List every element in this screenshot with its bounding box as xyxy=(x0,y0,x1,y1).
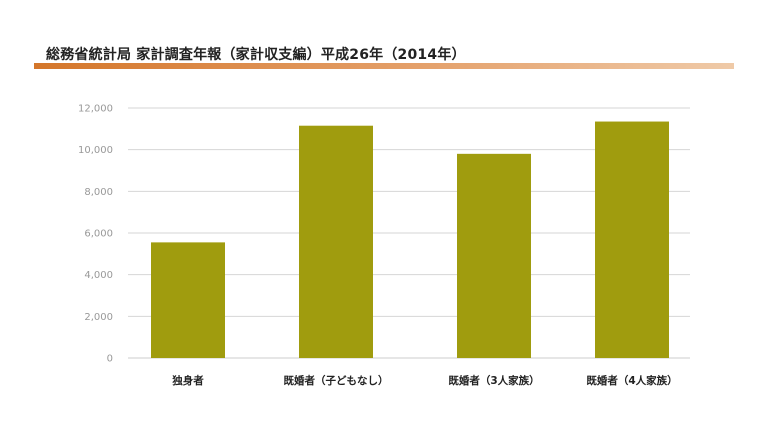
y-axis-ticks: 0 2,000 4,000 6,000 8,000 10,000 12,000 xyxy=(78,104,113,365)
x-tick-label: 既婚者（3人家族） xyxy=(448,374,539,387)
y-tick-label: 10,000 xyxy=(78,145,113,156)
title-underline-bar xyxy=(34,63,734,69)
bar xyxy=(299,125,373,358)
y-tick-label: 8,000 xyxy=(84,187,113,198)
bars xyxy=(151,121,669,359)
x-tick-label: 既婚者（4人家族） xyxy=(586,374,677,387)
chart-title: 総務省統計局 家計調査年報（家計収支編）平成26年（2014年） xyxy=(46,47,466,63)
x-tick-label: 既婚者（子どもなし） xyxy=(284,374,389,387)
bar xyxy=(457,153,531,358)
x-axis-labels: 独身者 既婚者（子どもなし） 既婚者（3人家族） 既婚者（4人家族） xyxy=(171,374,677,387)
y-tick-label: 12,000 xyxy=(78,104,113,115)
y-tick-label: 6,000 xyxy=(84,229,113,240)
bar xyxy=(151,242,225,358)
chart-header: 総務省統計局 家計調査年報（家計収支編）平成26年（2014年） xyxy=(0,0,768,80)
y-tick-label: 2,000 xyxy=(84,312,113,323)
x-tick-label: 独身者 xyxy=(171,374,204,387)
y-tick-label: 0 xyxy=(107,354,113,365)
bar xyxy=(595,121,669,359)
y-tick-label: 4,000 xyxy=(84,270,113,281)
